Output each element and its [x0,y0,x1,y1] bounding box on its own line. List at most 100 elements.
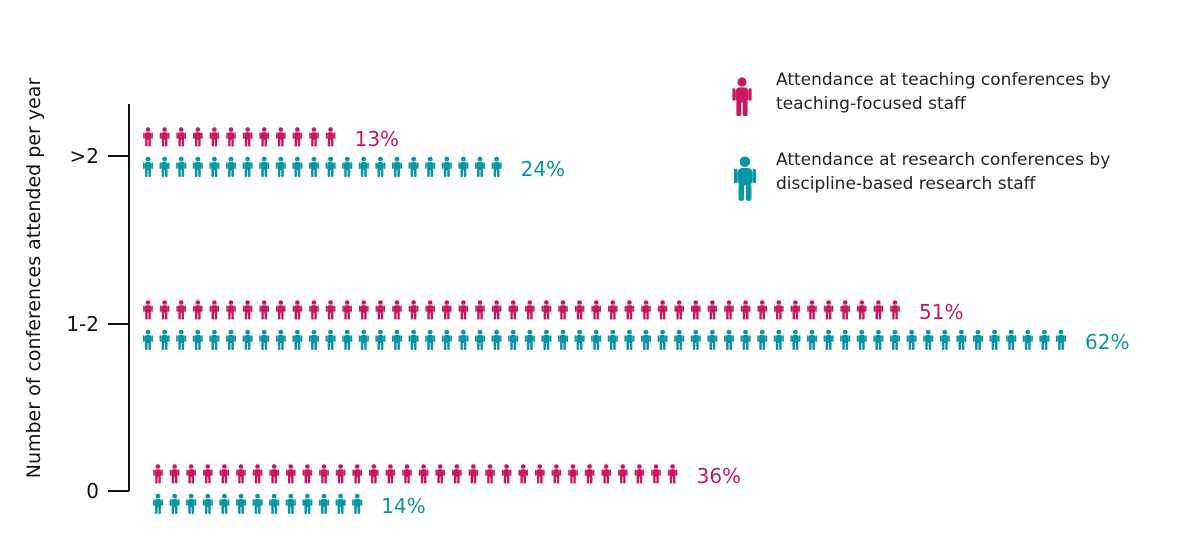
person-icon [525,300,535,320]
person-icon [325,127,336,147]
person-icon [342,156,353,177]
legend-item-teaching: Attendance at teaching conferences by te… [722,64,1192,144]
person-icon [318,493,330,514]
person-icon [657,329,668,350]
person-icon [359,300,369,320]
person-icon [890,300,900,320]
person-icon [159,329,170,350]
person-icon [192,156,203,177]
person-icon [657,300,668,320]
person-icon [501,464,512,484]
person-icon [624,300,635,320]
person-icon [541,329,552,350]
person-icon [358,329,369,350]
y-tick-label: 1-2 [66,312,99,336]
person-icon [225,156,237,177]
person-icon [723,329,735,350]
person-icon [1006,329,1017,350]
person-icon [732,77,752,116]
person-icon [153,464,163,484]
person-icon [192,329,203,350]
person-icon [285,493,296,514]
person-icon [591,300,601,320]
person-icon [601,464,611,484]
person-icon [335,493,346,514]
person-icon [335,464,346,484]
person-icon [442,300,452,320]
person-icon [308,329,320,350]
person-icon [236,464,246,484]
person-icon [956,329,967,350]
person-icon [259,156,270,177]
person-icon [774,300,784,320]
person-icon [352,464,362,484]
person-icon [186,464,196,484]
y-axis-label: Number of conferences attended per year [23,77,45,479]
person-icon [176,127,186,147]
person-icon [259,329,270,350]
person-icon [418,464,429,484]
person-icon [518,464,528,484]
person-icon [790,329,801,350]
person-icon [591,329,602,350]
data-label-research: 62% [1085,330,1130,354]
person-icon [667,464,678,484]
person-icon [435,464,445,484]
person-icon [226,127,236,147]
person-icon [640,329,652,350]
icon-bar-research-0 [142,156,502,177]
person-icon [508,329,519,350]
person-icon [302,464,313,484]
person-icon [873,329,884,350]
person-icon [186,493,197,514]
person-icon [441,156,452,177]
y-tick-label: >2 [69,144,99,168]
person-icon [508,300,518,320]
person-icon [724,300,734,320]
data-label-teaching: 13% [354,127,400,151]
person-icon [259,300,269,320]
person-icon [607,329,618,350]
person-icon [425,300,435,320]
person-icon [275,156,286,177]
person-icon [524,329,535,350]
person-icon [269,493,280,514]
y-tick-label: 0 [86,479,99,503]
person-icon [707,329,718,350]
person-icon [375,329,386,350]
person-icon [840,329,851,350]
person-icon [707,300,718,320]
person-icon [535,464,545,484]
person-icon [475,300,485,320]
person-icon [733,156,757,201]
person-icon [309,127,319,147]
person-icon [292,329,303,350]
person-icon [823,300,834,320]
person-icon [468,464,479,484]
person-icon [391,156,403,177]
person-icon [651,464,661,484]
person-icon [259,127,269,147]
person-icon [856,329,867,350]
person-icon [790,300,801,320]
person-icon [219,493,230,514]
person-icon [392,300,402,320]
person-icon [557,329,569,350]
person-icon [325,300,336,320]
person-icon [541,300,552,320]
person-icon [873,300,884,320]
person-icon [618,464,628,484]
person-icon [773,329,784,350]
person-icon [385,464,396,484]
data-label-research: 24% [520,157,566,181]
person-icon [242,329,253,350]
person-icon [302,493,313,514]
person-icon [402,464,412,484]
icon-bar-research-1 [142,329,1067,350]
person-icon [159,127,170,147]
person-icon [807,300,817,320]
person-icon [584,464,595,484]
person-icon [242,156,253,177]
person-icon [269,464,279,484]
person-icon [342,300,352,320]
